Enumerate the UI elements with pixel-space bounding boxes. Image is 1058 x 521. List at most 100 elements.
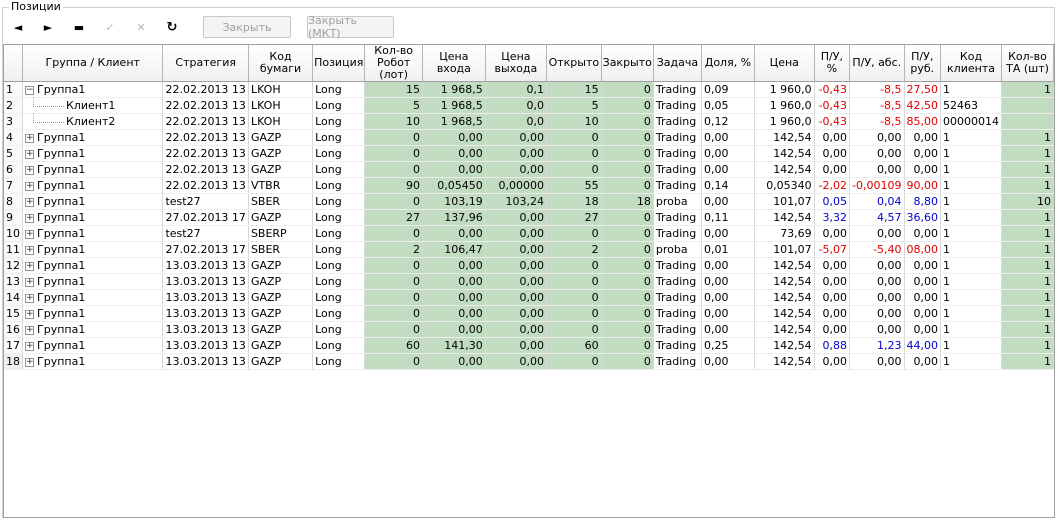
opened-cell[interactable]: 0 [546, 273, 602, 290]
table-row[interactable]: 2 Клиент1 22.02.2013 13 LKOH Long 5 1 968,5 0,0… [4, 97, 1054, 114]
check-icon[interactable]: ✓ [105, 20, 115, 34]
expand-icon[interactable]: + [25, 324, 34, 335]
expand-icon[interactable]: + [25, 308, 34, 319]
share-cell[interactable]: 0,25 [701, 337, 755, 354]
table-row[interactable]: 4 + Группа1 22.02.2013 13 GAZP Long 0 0,00 0,00 0… [4, 129, 1054, 146]
share-cell[interactable]: 0,00 [701, 305, 755, 322]
table-row[interactable]: 10 + Группа1 test27 SBERP Long 0 0,00 0,00 0 0 Trad… [4, 225, 1054, 242]
pl-pct-cell[interactable]: -0,43 [814, 81, 851, 98]
closed-cell[interactable]: 0 [601, 241, 654, 258]
closed-cell[interactable]: 0 [601, 353, 654, 370]
expand-icon[interactable]: + [25, 212, 34, 223]
opened-cell[interactable]: 15 [546, 81, 602, 98]
task-cell[interactable]: Trading [653, 289, 702, 306]
closed-cell[interactable]: 0 [601, 273, 654, 290]
expand-icon[interactable]: + [25, 340, 34, 351]
exit-price-cell[interactable]: 0,00 [485, 353, 548, 370]
opened-cell[interactable]: 0 [546, 161, 602, 178]
pl-abs-cell[interactable]: 0,00 [849, 305, 905, 322]
strategy-cell[interactable]: 27.02.2013 17 [162, 209, 249, 226]
price-cell[interactable]: 1 960,0 [754, 81, 815, 98]
robot-qty-cell[interactable]: 0 [364, 225, 423, 242]
security-code-cell[interactable]: GAZP [248, 321, 314, 338]
exit-price-cell[interactable]: 0,00 [485, 273, 548, 290]
table-row[interactable]: 9 + Группа1 27.02.2013 17 GAZP Long 27 137,96 0,… [4, 209, 1054, 226]
share-cell[interactable]: 0,05 [701, 97, 755, 114]
robot-qty-cell[interactable]: 0 [364, 273, 423, 290]
table-row[interactable]: 5 + Группа1 22.02.2013 13 GAZP Long 0 0,00 0,00 0… [4, 145, 1054, 162]
group-client-cell[interactable]: + Группа1 [22, 289, 164, 306]
position-cell[interactable]: Long [312, 177, 366, 194]
entry-price-cell[interactable]: 137,96 [422, 209, 486, 226]
expand-icon[interactable]: + [25, 132, 34, 143]
client-code-cell[interactable]: 1 [940, 257, 1002, 274]
group-client-cell[interactable]: + Группа1 [22, 305, 164, 322]
client-code-cell[interactable]: 1 [940, 177, 1002, 194]
closed-cell[interactable]: 0 [601, 161, 654, 178]
expand-icon[interactable]: + [25, 276, 34, 287]
pl-pct-cell[interactable]: 0,00 [814, 225, 851, 242]
robot-qty-cell[interactable]: 2 [364, 241, 423, 258]
price-cell[interactable]: 1 960,0 [754, 113, 815, 130]
client-code-cell[interactable]: 1 [940, 81, 1002, 98]
pl-rub-cell[interactable]: 8,80 [904, 193, 941, 210]
entry-price-cell[interactable]: 106,47 [422, 241, 486, 258]
position-cell[interactable]: Long [312, 321, 366, 338]
security-code-cell[interactable]: LKOH [248, 113, 314, 130]
position-cell[interactable]: Long [312, 257, 366, 274]
exit-price-cell[interactable]: 0,1 [485, 81, 548, 98]
position-cell[interactable]: Long [312, 113, 366, 130]
entry-price-cell[interactable]: 0,00 [422, 129, 486, 146]
security-code-cell[interactable]: GAZP [248, 273, 314, 290]
client-code-cell[interactable]: 1 [940, 273, 1002, 290]
opened-cell[interactable]: 2 [546, 241, 602, 258]
strategy-cell[interactable]: 13.03.2013 13 [162, 257, 249, 274]
task-cell[interactable]: Trading [653, 273, 702, 290]
share-cell[interactable]: 0,00 [701, 225, 755, 242]
security-code-cell[interactable]: GAZP [248, 353, 314, 370]
entry-price-cell[interactable]: 0,00 [422, 145, 486, 162]
column-header-ta-qty[interactable]: Кол-во ТА (шт) [1001, 45, 1054, 82]
robot-qty-cell[interactable]: 15 [364, 81, 423, 98]
task-cell[interactable]: proba [653, 193, 702, 210]
ta-qty-cell[interactable]: 1 [1001, 305, 1054, 322]
position-cell[interactable]: Long [312, 289, 366, 306]
price-cell[interactable]: 142,54 [754, 145, 815, 162]
strategy-cell[interactable]: 13.03.2013 13 [162, 273, 249, 290]
column-header-position[interactable]: Позиция [312, 45, 366, 82]
price-cell[interactable]: 142,54 [754, 321, 815, 338]
group-client-cell[interactable]: + Группа1 [22, 145, 164, 162]
close-mkt-button[interactable]: Закрыть (МКТ) [307, 14, 394, 40]
task-cell[interactable]: Trading [653, 353, 702, 370]
price-cell[interactable]: 142,54 [754, 257, 815, 274]
pl-pct-cell[interactable]: 0,00 [814, 257, 851, 274]
opened-cell[interactable]: 55 [546, 177, 602, 194]
column-header-closed[interactable]: Закрыто [601, 45, 654, 82]
price-cell[interactable]: 142,54 [754, 129, 815, 146]
closed-cell[interactable]: 0 [601, 113, 654, 130]
client-code-cell[interactable]: 1 [940, 161, 1002, 178]
pl-pct-cell[interactable]: -0,43 [814, 97, 851, 114]
security-code-cell[interactable]: GAZP [248, 209, 314, 226]
column-header-task[interactable]: Задача [653, 45, 702, 82]
group-client-cell[interactable]: + Группа1 [22, 225, 164, 242]
ta-qty-cell[interactable]: 1 [1001, 161, 1054, 178]
table-row[interactable]: 14 + Группа1 13.03.2013 13 GAZP Long 0 0,00 0,00… [4, 289, 1054, 306]
opened-cell[interactable]: 10 [546, 113, 602, 130]
entry-price-cell[interactable]: 1 968,5 [422, 97, 486, 114]
pl-rub-cell[interactable]: 42,50 [904, 97, 941, 114]
pl-rub-cell[interactable]: 85,00 [904, 113, 941, 130]
price-cell[interactable]: 73,69 [754, 225, 815, 242]
closed-cell[interactable]: 0 [601, 289, 654, 306]
closed-cell[interactable]: 0 [601, 145, 654, 162]
client-code-cell[interactable]: 1 [940, 353, 1002, 370]
table-row[interactable]: 17 + Группа1 13.03.2013 13 GAZP Long 60 141,30 0… [4, 337, 1054, 354]
prev-icon[interactable]: ◄ [13, 20, 23, 34]
task-cell[interactable]: Trading [653, 305, 702, 322]
strategy-cell[interactable]: 22.02.2013 13 [162, 177, 249, 194]
entry-price-cell[interactable]: 0,00 [422, 257, 486, 274]
pl-rub-cell[interactable]: 08,00 [904, 241, 941, 258]
pl-abs-cell[interactable]: 1,23 [849, 337, 905, 354]
price-cell[interactable]: 142,54 [754, 209, 815, 226]
pl-rub-cell[interactable]: 0,00 [904, 289, 941, 306]
